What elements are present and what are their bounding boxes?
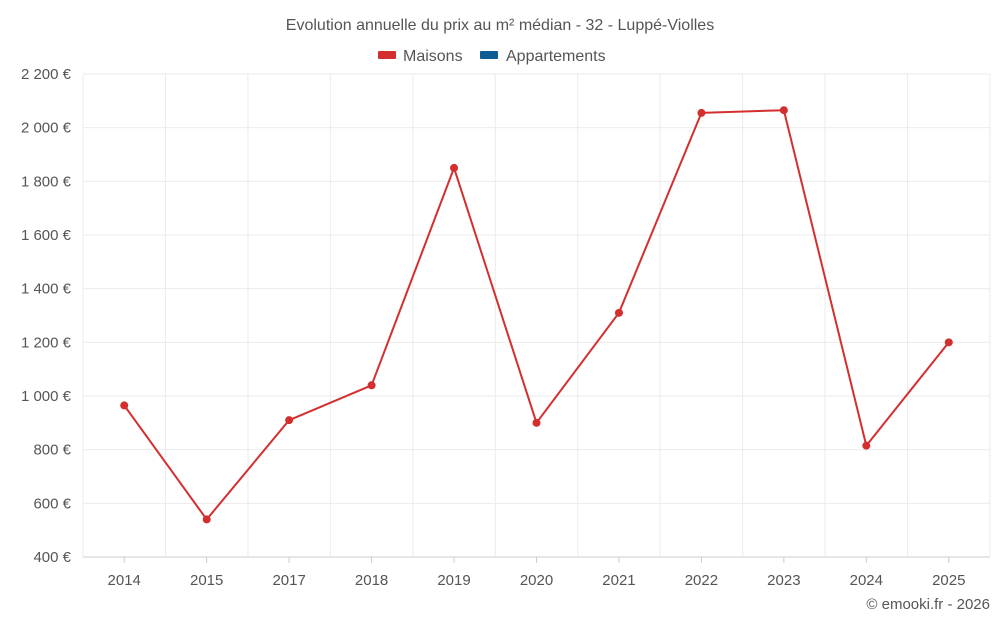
x-tick-label: 2020 [520,572,553,589]
x-tick-label: 2022 [685,572,718,589]
x-tick-label: 2017 [272,572,305,589]
x-tick-label: 2024 [850,572,883,589]
x-tick-label: 2023 [767,572,800,589]
y-axis: 400 € 600 € 800 € 1 000 € 1 200 € 1 400 € 1 60… [21,66,72,566]
data-point[interactable] [944,338,953,347]
data-point[interactable] [120,401,129,410]
legend-label-appartements: Appartements [506,48,606,65]
y-tick-label: 800 € [33,442,71,459]
legend-swatch-maisons [378,51,396,59]
chart-title: Evolution annuelle du prix au m² médian … [286,17,714,34]
y-tick-label: 1 000 € [21,388,72,405]
y-tick-label: 400 € [33,549,71,566]
data-point[interactable] [862,441,871,450]
x-tick-label: 2019 [437,572,470,589]
legend-swatch-appartements [480,51,498,59]
x-tick-label: 2025 [932,572,965,589]
legend-item-maisons[interactable]: Maisons [378,48,463,65]
data-point[interactable] [532,418,541,427]
data-point[interactable] [450,163,459,172]
y-tick-label: 2 200 € [21,66,72,83]
data-point[interactable] [367,381,376,390]
y-tick-label: 1 800 € [21,173,72,190]
data-point[interactable] [202,515,211,524]
legend-label-maisons: Maisons [403,48,463,65]
data-point[interactable] [697,108,706,117]
x-tick-label: 2021 [602,572,635,589]
y-tick-label: 1 400 € [21,281,72,298]
y-tick-label: 600 € [33,495,71,512]
x-tick-label: 2015 [190,572,223,589]
x-tick-label: 2014 [108,572,141,589]
data-point[interactable] [779,106,788,115]
y-tick-label: 2 000 € [21,120,72,137]
legend: Maisons Appartements [378,48,606,65]
y-tick-label: 1 200 € [21,334,72,351]
data-point[interactable] [614,308,623,317]
data-point[interactable] [285,416,294,425]
legend-item-appartements[interactable]: Appartements [480,48,606,65]
credit-text: © emooki.fr - 2026 [866,596,990,613]
x-tick-label: 2018 [355,572,388,589]
series-maisons [120,106,953,524]
y-tick-label: 1 600 € [21,227,72,244]
gridlines [82,73,991,558]
x-axis: 2014 2015 2017 2018 2019 2020 2021 2022 2023 2024… [108,557,965,589]
